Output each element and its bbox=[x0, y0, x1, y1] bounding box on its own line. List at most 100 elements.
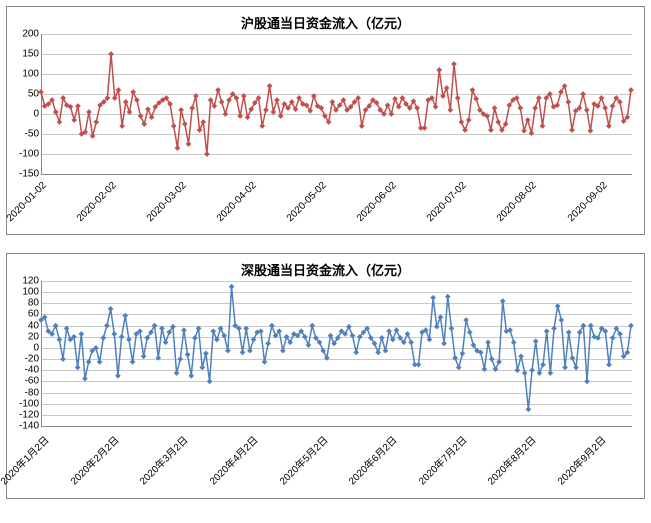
shengutong-marker bbox=[210, 328, 216, 334]
shengutong-marker bbox=[181, 327, 187, 333]
shengutong-marker bbox=[584, 379, 590, 385]
hugutong-marker bbox=[540, 123, 546, 129]
shengutong-x-tick-label: 2020年9月2日 bbox=[553, 432, 608, 487]
hugutong-marker bbox=[462, 127, 468, 133]
shengutong-marker bbox=[324, 355, 330, 361]
hugutong-marker bbox=[536, 95, 542, 101]
shengutong-marker bbox=[306, 342, 312, 348]
hugutong-marker bbox=[518, 105, 524, 111]
hugutong-series bbox=[41, 34, 631, 174]
hugutong-marker bbox=[422, 125, 428, 131]
shengutong-y-tick-label: -140 bbox=[19, 421, 39, 432]
shengutong-x-tick-label: 2020年8月2日 bbox=[484, 432, 539, 487]
shengutong-marker bbox=[108, 306, 114, 312]
hugutong-marker bbox=[145, 106, 151, 112]
shengutong-marker bbox=[496, 359, 502, 365]
hugutong-marker bbox=[529, 130, 535, 136]
hugutong-marker bbox=[215, 87, 221, 93]
shengutong-marker bbox=[218, 326, 224, 332]
shengutong-series bbox=[41, 281, 631, 426]
shengutong-marker bbox=[130, 359, 136, 365]
shengutong-x-tick-label: 2020年4月2日 bbox=[205, 432, 260, 487]
hugutong-marker bbox=[71, 117, 77, 123]
hugutong-marker bbox=[584, 107, 590, 113]
hugutong-marker bbox=[130, 89, 136, 95]
shengutong-x-tick-label: 2020年1月2日 bbox=[0, 432, 52, 487]
hugutong-x-tick-label: 2020-01-02 bbox=[5, 180, 49, 224]
hugutong-chart-frame: 沪股通当日资金流入（亿元） -150-100-50050100150200202… bbox=[6, 6, 645, 235]
shengutong-marker bbox=[500, 298, 506, 304]
hugutong-line bbox=[41, 54, 631, 154]
shengutong-marker bbox=[581, 323, 587, 329]
hugutong-x-tick-label: 2020-06-02 bbox=[355, 180, 399, 224]
shengutong-marker bbox=[60, 356, 66, 362]
hugutong-marker bbox=[311, 93, 317, 99]
shengutong-y-tick-label: -100 bbox=[19, 398, 39, 409]
shengutong-marker bbox=[375, 350, 381, 356]
hugutong-y-tick-label: -100 bbox=[19, 149, 39, 160]
hugutong-marker bbox=[75, 103, 81, 109]
hugutong-marker bbox=[488, 127, 494, 133]
shengutong-marker bbox=[460, 351, 466, 357]
hugutong-marker bbox=[182, 121, 188, 127]
shengutong-marker bbox=[405, 331, 411, 337]
shengutong-marker bbox=[353, 350, 359, 356]
hugutong-x-tick-label: 2020-05-02 bbox=[285, 180, 329, 224]
shengutong-marker bbox=[522, 370, 528, 376]
shengutong-marker bbox=[518, 353, 524, 359]
shengutong-marker bbox=[155, 355, 161, 361]
shengutong-marker bbox=[177, 356, 183, 362]
shengutong-chart-title: 深股通当日资金流入（亿元） bbox=[7, 254, 644, 281]
shengutong-marker bbox=[111, 331, 117, 337]
shengutong-marker bbox=[606, 362, 612, 368]
hugutong-marker bbox=[521, 128, 527, 134]
hugutong-marker bbox=[440, 93, 446, 99]
shengutong-marker bbox=[251, 337, 257, 343]
hugutong-marker bbox=[455, 95, 461, 101]
shengutong-marker bbox=[159, 326, 165, 332]
shengutong-marker bbox=[265, 341, 271, 347]
shengutong-x-tick-label: 2020年6月2日 bbox=[344, 432, 399, 487]
shengutong-marker bbox=[570, 355, 576, 361]
shengutong-y-tick-label: -120 bbox=[19, 409, 39, 420]
hugutong-marker bbox=[329, 99, 335, 105]
shengutong-marker bbox=[53, 323, 59, 329]
hugutong-marker bbox=[119, 123, 125, 129]
shengutong-y-tick-label: 40 bbox=[28, 320, 39, 331]
shengutong-marker bbox=[379, 335, 385, 341]
hugutong-x-tick-label: 2020-04-02 bbox=[215, 180, 259, 224]
hugutong-marker bbox=[237, 113, 243, 119]
hugutong-chart-title: 沪股通当日资金流入（亿元） bbox=[7, 7, 644, 34]
hugutong-marker bbox=[628, 87, 634, 93]
hugutong-marker bbox=[134, 97, 140, 103]
hugutong-x-tick-label: 2020-08-02 bbox=[495, 180, 539, 224]
shengutong-marker bbox=[383, 348, 389, 354]
shengutong-marker bbox=[309, 323, 315, 329]
hugutong-marker bbox=[86, 109, 92, 115]
hugutong-marker bbox=[175, 145, 181, 151]
hugutong-marker bbox=[532, 105, 538, 111]
shengutong-marker bbox=[163, 340, 169, 346]
shengutong-marker bbox=[416, 362, 422, 368]
hugutong-marker bbox=[447, 107, 453, 113]
hugutong-marker bbox=[93, 119, 99, 125]
hugutong-marker bbox=[241, 93, 247, 99]
hugutong-x-axis: 2020-01-022020-02-022020-03-022020-04-02… bbox=[41, 174, 631, 234]
hugutong-marker bbox=[470, 87, 476, 93]
shengutong-marker bbox=[438, 314, 444, 320]
shengutong-marker bbox=[529, 367, 535, 373]
shengutong-y-tick-label: 80 bbox=[28, 298, 39, 309]
shengutong-marker bbox=[577, 329, 583, 335]
shengutong-x-tick-label: 2020年3月2日 bbox=[135, 432, 190, 487]
shengutong-marker bbox=[152, 323, 158, 329]
hugutong-marker bbox=[606, 123, 612, 129]
shengutong-y-tick-label: 120 bbox=[22, 276, 39, 287]
shengutong-marker bbox=[185, 352, 191, 358]
shengutong-marker bbox=[100, 335, 106, 341]
shengutong-marker bbox=[566, 329, 572, 335]
hugutong-y-axis: -150-100-50050100150200 bbox=[7, 34, 41, 174]
shengutong-y-tick-label: 0 bbox=[33, 342, 39, 353]
shengutong-marker bbox=[350, 333, 356, 339]
shengutong-marker bbox=[562, 365, 568, 371]
hugutong-marker bbox=[569, 127, 575, 133]
